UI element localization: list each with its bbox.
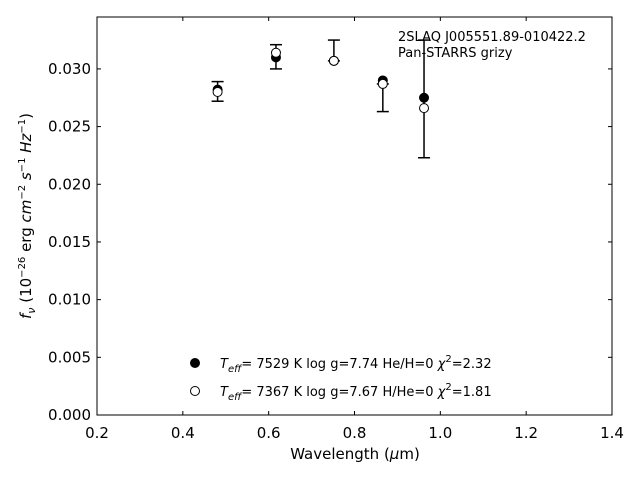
model-point-open — [212, 86, 223, 97]
x-tick-label: 0.2 — [85, 424, 109, 442]
x-tick-label: 1.2 — [514, 424, 538, 442]
model-point-open — [328, 55, 339, 66]
x-tick-label: 1.4 — [600, 424, 624, 442]
legend-marker-open — [190, 386, 200, 396]
x-tick-label: 0.8 — [343, 424, 367, 442]
annotation-survey: Pan-STARRS grizy — [398, 46, 513, 61]
y-ticks: 0.000 0.005 0.010 0.015 0.020 0.025 0.030 — [48, 60, 612, 424]
y-tick-label: 0.020 — [48, 175, 91, 193]
legend-marker-filled — [190, 358, 200, 368]
y-tick-label: 0.010 — [48, 291, 91, 309]
y-tick-label: 0.015 — [48, 233, 91, 251]
y-tick-label: 0.005 — [48, 348, 91, 366]
model-point-open — [270, 47, 281, 58]
y-tick-label: 0.030 — [48, 60, 91, 78]
y-tick-label: 0.025 — [48, 118, 91, 136]
x-tick-label: 1.0 — [428, 424, 452, 442]
legend-entry-open: Teff= 7367 K log g=7.67 H/He=0 χ2=1.81 — [220, 382, 492, 403]
x-tick-label: 0.4 — [171, 424, 195, 442]
x-ticks: 0.2 0.4 0.6 0.8 1.0 1.2 1.4 — [85, 17, 624, 442]
plot-frame — [96, 16, 613, 416]
x-axis-label: Wavelength (μm) — [290, 445, 420, 463]
model-point-filled — [419, 92, 430, 103]
x-tick-label: 0.6 — [257, 424, 281, 442]
legend-entry-filled: Teff= 7529 K log g=7.74 He/H=0 χ2=2.32 — [220, 354, 492, 375]
y-axis-label: fν (10−26 erg cm−2 s−1 Hz−1) — [17, 113, 38, 319]
annotation-object-name: 2SLAQ J005551.89-010422.2 — [398, 30, 586, 45]
model-point-open — [419, 103, 430, 114]
legend: Teff= 7529 K log g=7.74 He/H=0 χ2=2.32 T… — [190, 354, 492, 403]
y-tick-label: 0.000 — [48, 406, 91, 424]
model-point-open — [377, 78, 388, 89]
data-points — [212, 47, 430, 114]
